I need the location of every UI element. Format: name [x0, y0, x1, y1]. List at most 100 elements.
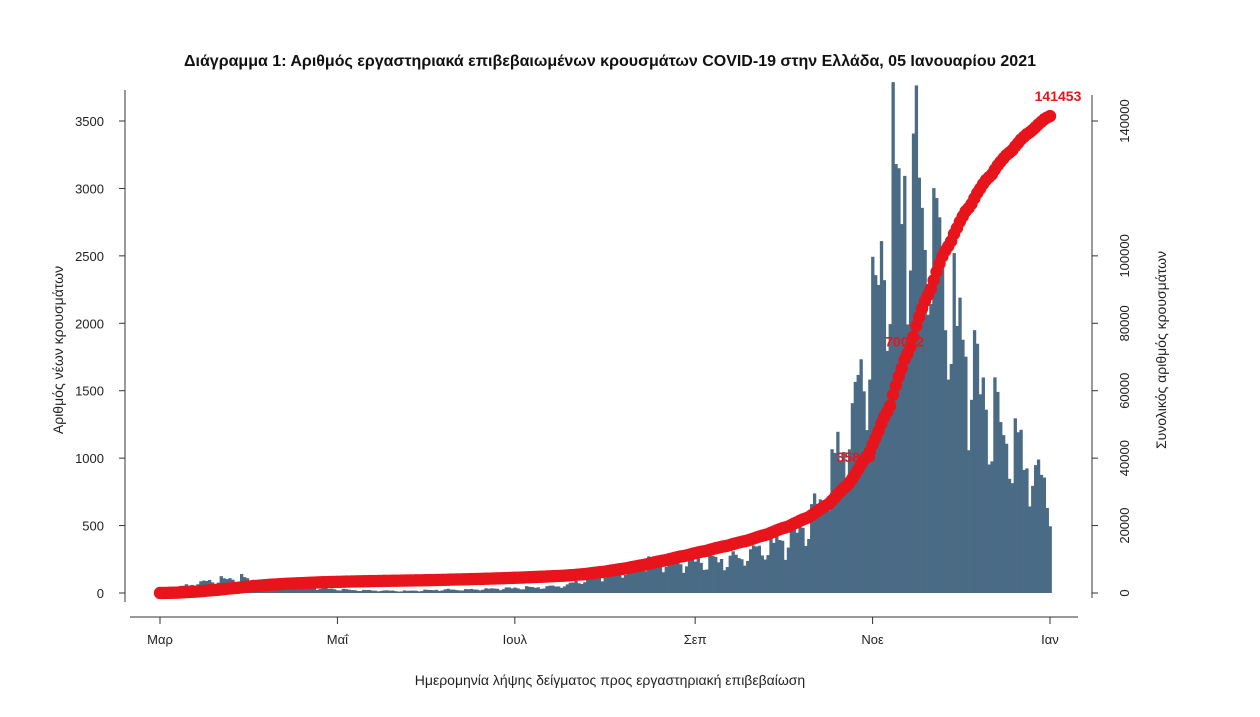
- bar: [641, 570, 645, 593]
- bar: [333, 589, 337, 593]
- bar: [522, 589, 526, 593]
- bar: [778, 540, 782, 593]
- bar: [402, 590, 407, 593]
- bar: [792, 524, 796, 593]
- bar: [495, 588, 500, 593]
- bar: [554, 586, 558, 593]
- bar: [388, 590, 392, 593]
- bar: [507, 587, 511, 593]
- bar: [469, 588, 474, 593]
- bar: [676, 559, 680, 593]
- bar: [760, 555, 764, 593]
- bar: [626, 565, 631, 593]
- bar: [722, 570, 727, 593]
- bar: [824, 511, 828, 593]
- bar: [766, 555, 770, 593]
- bar: [690, 556, 695, 593]
- bar: [847, 449, 852, 593]
- bar: [571, 582, 575, 593]
- bar: [652, 556, 657, 593]
- bar: [932, 188, 936, 593]
- bar: [557, 586, 561, 593]
- x-axis-ticks: Μαρ Μαΐ Ιουλ Σεπ Νοε Ιαν: [147, 617, 1059, 647]
- bar: [591, 575, 596, 593]
- bar: [644, 571, 648, 593]
- right-tick-label: 20000: [1117, 507, 1132, 543]
- bar: [330, 588, 334, 593]
- bar: [687, 554, 692, 593]
- bar: [871, 256, 875, 593]
- bar: [376, 591, 380, 593]
- bar: [731, 551, 735, 593]
- bar: [981, 377, 985, 593]
- bar: [321, 587, 325, 593]
- bar: [458, 590, 462, 593]
- bar: [513, 587, 517, 593]
- bar: [510, 588, 514, 593]
- bar: [1042, 477, 1047, 593]
- bar: [382, 590, 386, 593]
- bar: [586, 574, 590, 593]
- bar: [443, 589, 447, 593]
- bar: [449, 589, 453, 593]
- bar: [964, 356, 968, 593]
- bar: [783, 559, 788, 593]
- bar: [740, 559, 744, 593]
- bar: [978, 394, 983, 593]
- bar: [699, 562, 703, 593]
- bar: [850, 403, 855, 593]
- bar: [344, 589, 348, 593]
- bar: [533, 587, 538, 593]
- bar: [650, 559, 654, 593]
- bar: [539, 588, 543, 593]
- bar: [414, 590, 418, 593]
- bar: [856, 374, 860, 593]
- bar: [600, 581, 604, 593]
- right-tick-label: 100000: [1117, 234, 1132, 277]
- cumulative-point: [883, 399, 897, 413]
- bar: [705, 569, 709, 593]
- bar: [609, 569, 613, 593]
- bar: [1031, 485, 1035, 593]
- bar: [946, 379, 951, 593]
- bar: [501, 589, 506, 593]
- bar: [365, 590, 369, 593]
- bar: [955, 325, 959, 593]
- bar: [461, 590, 465, 593]
- bar: [917, 177, 921, 593]
- bar: [394, 591, 398, 593]
- bar: [327, 588, 331, 593]
- bar: [938, 217, 942, 593]
- bar: [714, 556, 718, 593]
- bar: [621, 577, 625, 593]
- bar: [548, 585, 552, 593]
- bar: [804, 545, 808, 593]
- bar: [836, 431, 840, 593]
- bar: [437, 590, 442, 593]
- x-axis-label: Ημερομηνία λήψης δείγματος προς εργαστηρ…: [415, 672, 805, 688]
- bar: [801, 527, 805, 593]
- bar: [772, 542, 776, 593]
- bar: [359, 590, 363, 593]
- bar: [475, 589, 479, 593]
- annotations-group: 141453 70082 35879: [837, 88, 1082, 465]
- bar: [420, 591, 424, 593]
- bar: [911, 133, 916, 594]
- bar: [638, 568, 642, 593]
- bar: [429, 590, 433, 593]
- bar: [431, 590, 436, 593]
- bar: [589, 577, 593, 593]
- bar: [324, 587, 328, 593]
- left-axis-ticks: 0 500 1000 1500 2000 2500 3000 3500: [75, 114, 125, 601]
- bar: [885, 350, 889, 593]
- bar: [903, 175, 907, 593]
- bar: [958, 297, 962, 593]
- right-tick-label: 60000: [1117, 373, 1132, 409]
- bar: [853, 381, 857, 593]
- bar: [347, 589, 351, 593]
- bar: [743, 565, 747, 593]
- bar: [303, 587, 308, 593]
- bar: [667, 558, 671, 593]
- right-axis-ticks: 0 20000 40000 60000 80000 100000 140000: [1092, 99, 1132, 597]
